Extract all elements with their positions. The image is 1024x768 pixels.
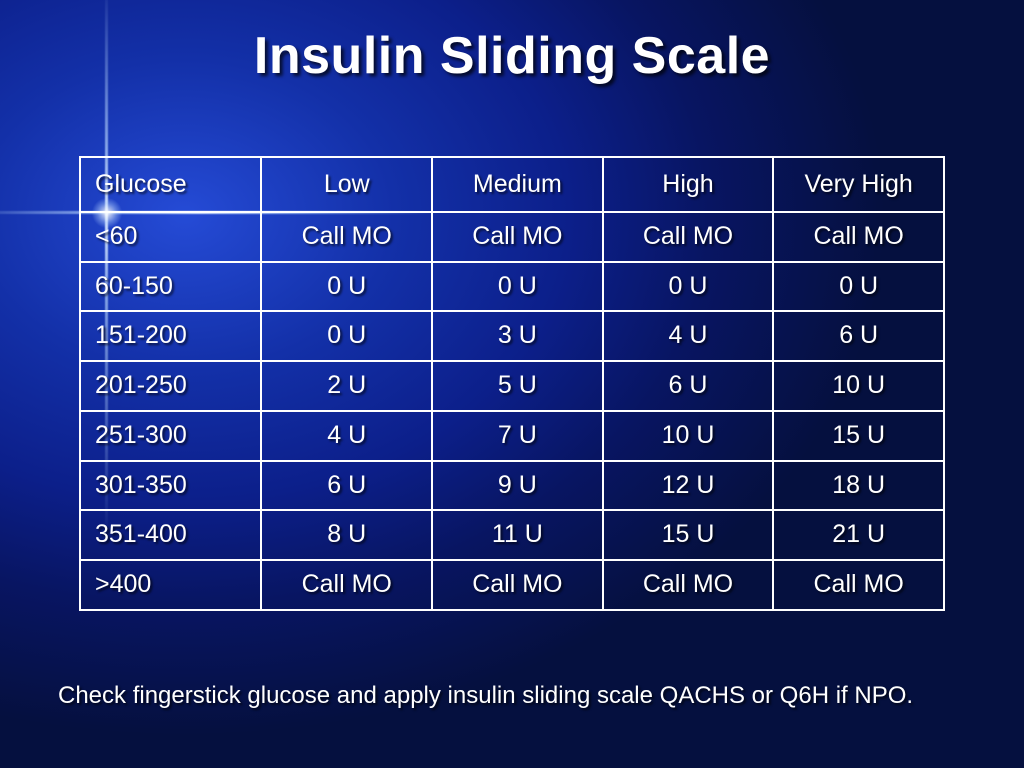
table-row: >400 Call MO Call MO Call MO Call MO (80, 560, 944, 610)
dose-cell: Call MO (261, 212, 432, 262)
dose-cell: 7 U (432, 411, 603, 461)
dose-cell: 0 U (432, 262, 603, 312)
dose-cell: 11 U (432, 510, 603, 560)
footnote-text: Check fingerstick glucose and apply insu… (58, 682, 978, 710)
dose-cell: 12 U (603, 461, 774, 511)
table-header-row: Glucose Low Medium High Very High (80, 157, 944, 212)
dose-cell: 9 U (432, 461, 603, 511)
slide-title: Insulin Sliding Scale (0, 26, 1024, 86)
dose-cell: 10 U (603, 411, 774, 461)
dose-cell: 3 U (432, 311, 603, 361)
col-header-glucose: Glucose (80, 157, 261, 212)
dose-cell: Call MO (432, 212, 603, 262)
table-row: 251-300 4 U 7 U 10 U 15 U (80, 411, 944, 461)
dose-cell: 2 U (261, 361, 432, 411)
dose-cell: Call MO (773, 560, 944, 610)
glucose-range: <60 (80, 212, 261, 262)
dose-cell: Call MO (432, 560, 603, 610)
table-row: 301-350 6 U 9 U 12 U 18 U (80, 461, 944, 511)
dose-cell: Call MO (603, 560, 774, 610)
dose-cell: 15 U (773, 411, 944, 461)
table-row: 60-150 0 U 0 U 0 U 0 U (80, 262, 944, 312)
glucose-range: 201-250 (80, 361, 261, 411)
sliding-scale-table: Glucose Low Medium High Very High <60 Ca… (79, 156, 945, 611)
glucose-range: 251-300 (80, 411, 261, 461)
dose-cell: 5 U (432, 361, 603, 411)
dose-cell: 0 U (603, 262, 774, 312)
dose-cell: Call MO (603, 212, 774, 262)
dose-cell: 0 U (261, 262, 432, 312)
glucose-range: 151-200 (80, 311, 261, 361)
table-row: 151-200 0 U 3 U 4 U 6 U (80, 311, 944, 361)
table-row: 351-400 8 U 11 U 15 U 21 U (80, 510, 944, 560)
glucose-range: 301-350 (80, 461, 261, 511)
dose-cell: 15 U (603, 510, 774, 560)
dose-cell: 6 U (603, 361, 774, 411)
dose-cell: 21 U (773, 510, 944, 560)
dose-cell: 6 U (261, 461, 432, 511)
dose-cell: 6 U (773, 311, 944, 361)
sliding-scale-table-container: Glucose Low Medium High Very High <60 Ca… (79, 156, 945, 611)
col-header-veryhigh: Very High (773, 157, 944, 212)
col-header-low: Low (261, 157, 432, 212)
glucose-range: 60-150 (80, 262, 261, 312)
glucose-range: 351-400 (80, 510, 261, 560)
glucose-range: >400 (80, 560, 261, 610)
dose-cell: 0 U (261, 311, 432, 361)
col-header-high: High (603, 157, 774, 212)
table-row: <60 Call MO Call MO Call MO Call MO (80, 212, 944, 262)
dose-cell: 4 U (603, 311, 774, 361)
dose-cell: 0 U (773, 262, 944, 312)
dose-cell: 4 U (261, 411, 432, 461)
slide: Insulin Sliding Scale Glucose Low Medium… (0, 0, 1024, 768)
col-header-medium: Medium (432, 157, 603, 212)
dose-cell: 18 U (773, 461, 944, 511)
table-row: 201-250 2 U 5 U 6 U 10 U (80, 361, 944, 411)
dose-cell: Call MO (261, 560, 432, 610)
dose-cell: Call MO (773, 212, 944, 262)
dose-cell: 10 U (773, 361, 944, 411)
dose-cell: 8 U (261, 510, 432, 560)
